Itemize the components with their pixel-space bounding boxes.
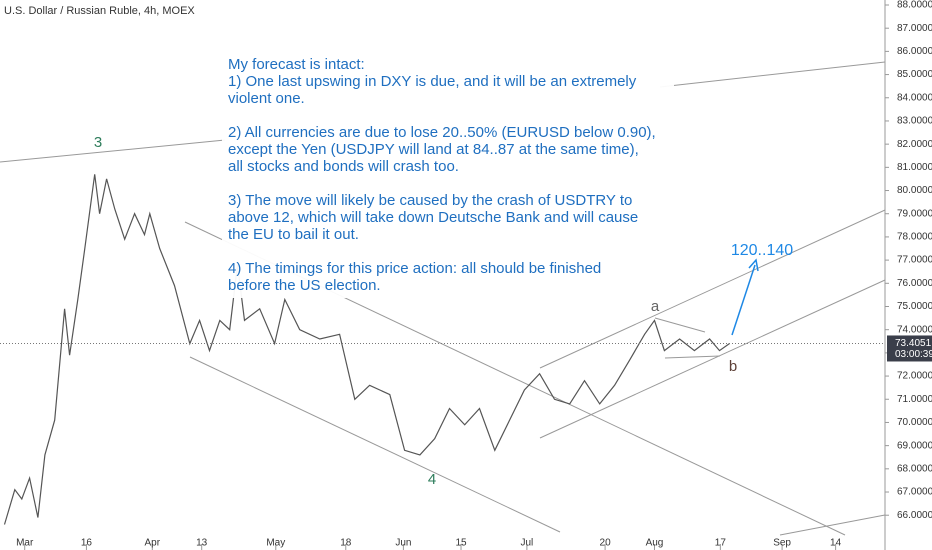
y-tick-label: 87.0000 — [897, 23, 932, 34]
x-tick-label: Aug — [646, 538, 664, 549]
note-paragraph: 4) The timings for this price action: al… — [228, 260, 668, 294]
note-line: 4) The timings for this price action: al… — [228, 260, 602, 277]
x-tick-label: Jun — [395, 538, 411, 549]
x-tick-label: 17 — [715, 538, 727, 549]
note-paragraph: My forecast is intact: 1) One last upswin… — [228, 56, 668, 107]
note-line: 3) The move will likely be caused by the… — [228, 192, 633, 209]
x-tick-label: 18 — [340, 538, 352, 549]
trend-line — [779, 514, 886, 536]
x-tick-label: 14 — [830, 538, 842, 549]
y-tick-label: 84.0000 — [897, 92, 932, 103]
wave-label: b — [729, 358, 737, 375]
y-tick-label: 80.0000 — [897, 185, 932, 196]
y-tick-label: 71.0000 — [897, 394, 932, 405]
x-tick-label: 15 — [455, 538, 467, 549]
y-tick-label: 72.0000 — [897, 371, 932, 382]
x-tick-label: 13 — [196, 538, 208, 549]
price-line — [3, 174, 730, 525]
wave-label: 4 — [428, 471, 436, 488]
x-tick-label: 20 — [600, 538, 612, 549]
last-price-tag — [887, 335, 932, 362]
y-tick-label: 74.0000 — [897, 324, 932, 335]
x-tick-label: May — [266, 538, 285, 549]
wave-label: a — [651, 298, 660, 315]
y-tick-label: 88.0000 — [897, 0, 932, 11]
trend-line — [539, 209, 886, 369]
note-line: all stocks and bonds will crash too. — [228, 158, 459, 175]
y-tick-label: 68.0000 — [897, 463, 932, 474]
forecast-arrow — [731, 264, 756, 336]
y-tick-label: 67.0000 — [897, 487, 932, 498]
y-tick-label: 83.0000 — [897, 116, 932, 127]
y-tick-label: 76.0000 — [897, 278, 932, 289]
trend-line — [664, 355, 721, 359]
x-tick-label: Sep — [773, 538, 791, 549]
note-line: violent one. — [228, 90, 305, 107]
wave-label: 3 — [94, 134, 102, 151]
trend-line — [539, 279, 886, 439]
y-tick-label: 86.0000 — [897, 46, 932, 57]
last-price-label: 73.4051 — [895, 338, 932, 349]
forecast-note: My forecast is intact: 1) One last upswin… — [222, 52, 674, 298]
x-tick-label: Jul — [520, 538, 533, 549]
y-tick-label: 78.0000 — [897, 232, 932, 243]
trend-line — [659, 61, 886, 88]
chart-title: U.S. Dollar / Russian Ruble, 4h, MOEX — [4, 5, 195, 17]
y-tick-label: 69.0000 — [897, 440, 932, 451]
note-paragraph: 2) All currencies are due to lose 20..50… — [228, 124, 668, 175]
note-line: before the US election. — [228, 277, 381, 294]
note-line: except the Yen (USDJPY will land at 84..… — [228, 141, 639, 158]
target-label: 120..140 — [731, 242, 793, 259]
x-tick-label: Apr — [145, 538, 161, 549]
trend-line — [654, 317, 706, 333]
y-tick-label: 66.0000 — [897, 510, 932, 521]
note-line: above 12, which will take down Deutsche … — [228, 209, 639, 226]
y-tick-label: 79.0000 — [897, 208, 932, 219]
x-tick-label: 16 — [81, 538, 93, 549]
note-line: 2) All currencies are due to lose 20..50… — [228, 124, 656, 141]
note-line: the EU to bail it out. — [228, 226, 359, 243]
arrow-head — [748, 258, 759, 272]
note-line: 1) One last upswing in DXY is due, and i… — [228, 73, 637, 90]
countdown-label: 03:00:39 — [895, 349, 932, 360]
trend-line — [189, 356, 561, 533]
note-paragraph: 3) The move will likely be caused by the… — [228, 192, 668, 243]
y-tick-label: 81.0000 — [897, 162, 932, 173]
y-tick-label: 77.0000 — [897, 255, 932, 266]
x-tick-label: Mar — [16, 538, 34, 549]
y-tick-label: 75.0000 — [897, 301, 932, 312]
y-tick-label: 82.0000 — [897, 139, 932, 150]
y-tick-label: 85.0000 — [897, 69, 932, 80]
note-line: My forecast is intact: — [228, 56, 365, 73]
y-tick-label: 70.0000 — [897, 417, 932, 428]
trend-line — [0, 139, 226, 163]
